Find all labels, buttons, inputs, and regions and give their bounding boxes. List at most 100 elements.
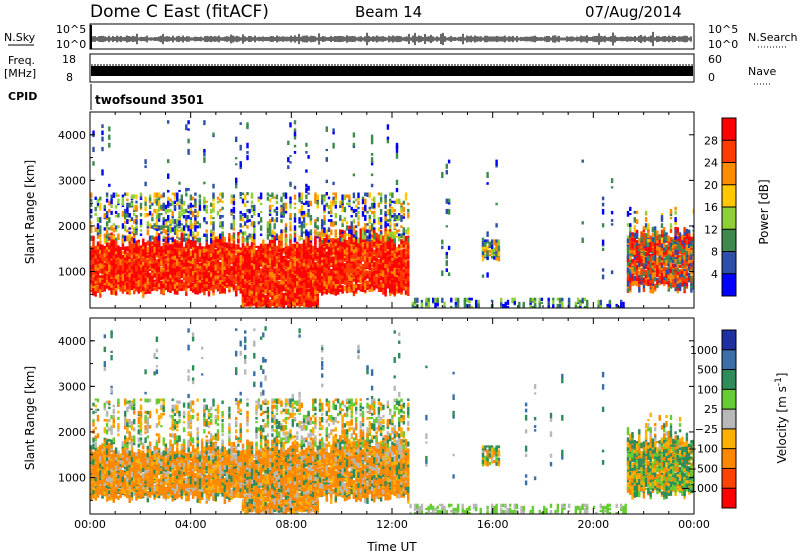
heatmap-cell: [402, 277, 405, 281]
heatmap-cell: [271, 251, 274, 255]
heatmap-cell: [135, 254, 138, 261]
heatmap-cell: [361, 206, 365, 211]
heatmap-cell: [325, 288, 328, 295]
heatmap-cell: [246, 225, 249, 229]
heatmap-cell: [332, 281, 335, 284]
heatmap-cell: [298, 286, 301, 292]
heatmap-cell: [402, 279, 405, 285]
heatmap-cell: [275, 217, 279, 223]
heatmap-cell: [257, 262, 260, 269]
heatmap-cell: [194, 252, 197, 259]
heatmap-cell: [90, 235, 93, 241]
heatmap-cell: [223, 261, 226, 267]
heatmap-cell: [268, 299, 272, 304]
heatmap-cell: [273, 288, 276, 294]
heatmap-cell: [282, 260, 285, 266]
heatmap-cell: [110, 259, 113, 266]
heatmap-cell: [171, 219, 174, 225]
heatmap-cell: [289, 256, 292, 261]
heatmap-cell: [327, 277, 331, 284]
heatmap-cell: [348, 246, 351, 253]
heatmap-cell: [370, 243, 374, 249]
heatmap-cell: [271, 254, 274, 260]
heatmap-cell: [389, 265, 392, 272]
heatmap-cell: [345, 244, 349, 248]
heatmap-cell: [176, 196, 179, 202]
heatmap-cell: [189, 240, 193, 245]
heatmap-cell: [377, 287, 381, 293]
heatmap-cell: [176, 242, 179, 248]
heatmap-cell: [302, 251, 306, 257]
heatmap-cell: [126, 262, 129, 269]
heatmap-cell: [191, 288, 195, 293]
heatmap-cell: [162, 282, 165, 286]
heatmap-cell: [162, 251, 165, 257]
heatmap-cell: [357, 261, 360, 267]
heatmap-cell: [268, 198, 272, 203]
heatmap-cell: [271, 229, 274, 235]
heatmap-cell: [189, 283, 193, 287]
heatmap-cell: [366, 286, 369, 291]
heatmap-cell: [379, 267, 383, 273]
heatmap-cell: [336, 252, 340, 258]
heatmap-cell: [257, 274, 260, 279]
heatmap-cell: [201, 272, 204, 279]
heatmap-cell: [341, 277, 344, 282]
heatmap-cell: [139, 219, 143, 225]
heatmap-cell: [128, 268, 131, 273]
heatmap-cell: [112, 235, 115, 240]
heatmap-cell: [241, 290, 245, 297]
heatmap-cell: [246, 142, 249, 149]
heatmap-cell: [237, 238, 240, 244]
heatmap-cell: [284, 278, 288, 282]
heatmap-cell: [312, 274, 315, 280]
heatmap-cell: [398, 233, 401, 237]
heatmap-cell: [284, 284, 288, 290]
heatmap-cell: [248, 288, 251, 292]
heatmap-cell: [196, 258, 199, 265]
heatmap-cell: [298, 262, 301, 269]
heatmap-cell: [402, 206, 405, 212]
heatmap-cell: [312, 280, 315, 287]
heatmap-cell: [325, 243, 328, 247]
heatmap-cell: [235, 177, 238, 183]
heatmap-cell: [228, 235, 231, 239]
heatmap-cell: [273, 295, 276, 301]
heatmap-cell: [348, 285, 351, 289]
heatmap-cell: [176, 256, 179, 262]
heatmap-cell: [151, 243, 154, 247]
heatmap-cell: [307, 290, 310, 294]
heatmap-cell: [146, 242, 149, 246]
freq-label: Freq.: [8, 54, 35, 67]
heatmap-cell: [96, 231, 100, 236]
heatmap-cell: [228, 249, 231, 256]
heatmap-cell: [318, 247, 322, 251]
heatmap-cell: [334, 246, 337, 252]
heatmap-cell: [379, 283, 383, 288]
heatmap-cell: [404, 192, 408, 196]
heatmap-cell: [101, 263, 104, 269]
heatmap-cell: [225, 242, 229, 249]
heatmap-cell: [126, 219, 129, 224]
heatmap-cell: [314, 278, 317, 281]
heatmap-cell: [407, 268, 410, 274]
heatmap-cell: [191, 223, 195, 230]
heatmap-cell: [377, 267, 381, 273]
heatmap-cell: [133, 251, 136, 255]
heatmap-cell: [359, 265, 362, 270]
heatmap-cell: [318, 239, 322, 245]
heatmap-cell: [108, 134, 111, 139]
heatmap-cell: [167, 200, 170, 207]
heatmap-cell: [552, 303, 555, 308]
heatmap-cell: [205, 233, 208, 237]
heatmap-cell: [90, 202, 93, 207]
heatmap-cell: [173, 274, 177, 278]
heatmap-cell: [307, 272, 310, 278]
heatmap-cell: [212, 276, 215, 281]
heatmap-cell: [189, 266, 193, 273]
heatmap-cell: [493, 253, 496, 260]
heatmap-cell: [239, 251, 242, 256]
heatmap-cell: [264, 274, 267, 279]
heatmap-cell: [314, 192, 317, 195]
heatmap-cell: [160, 266, 163, 272]
